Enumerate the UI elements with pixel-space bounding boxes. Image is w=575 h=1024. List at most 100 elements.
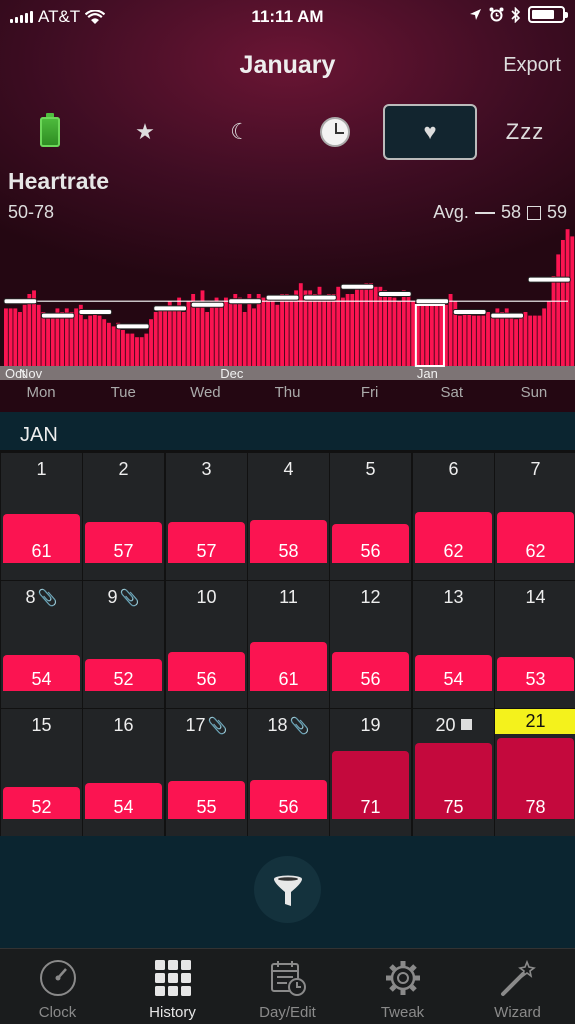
export-button[interactable]: Export [503, 54, 561, 76]
tabbar-day-edit[interactable]: Day/Edit [230, 949, 345, 1024]
day-value: 56 [196, 669, 217, 689]
calendar-day-cell[interactable]: 9 📎 52 [83, 581, 164, 708]
tab-clock[interactable] [288, 104, 382, 160]
chart-bar [387, 294, 392, 366]
chart-bar [83, 319, 88, 366]
chart-bar [542, 308, 547, 366]
calendar-day-cell[interactable]: 21 78 [495, 709, 575, 836]
funnel-icon [273, 875, 302, 906]
tabbar-clock[interactable]: Clock [0, 949, 115, 1024]
chart-bar [308, 290, 313, 366]
wifi-icon [85, 9, 106, 24]
chart-bar [504, 308, 509, 366]
chart-bar [378, 286, 383, 366]
weekday-label: Mon [26, 384, 56, 401]
day-number-text: 4 [283, 459, 294, 479]
chart-bar [476, 315, 481, 366]
day-value: 61 [278, 669, 299, 689]
chart-bar [546, 301, 551, 366]
tab-zzz[interactable]: Zzz [478, 104, 572, 160]
month-marker-label: Dec [220, 366, 244, 381]
chart-bar [270, 297, 275, 366]
calendar-day-cell[interactable]: 15 52 [1, 709, 82, 836]
chart-bar [350, 294, 355, 366]
weekly-average-marker [40, 312, 75, 319]
tab-battery[interactable] [3, 104, 97, 160]
chart-bar [415, 301, 420, 366]
calendar-day-cell[interactable]: 1 61 [1, 453, 82, 580]
chart-bar [317, 286, 322, 366]
calendar-day-cell[interactable]: 12 56 [330, 581, 411, 708]
day-number-text: 11 [279, 587, 298, 607]
day-number: 12 [330, 587, 411, 608]
chart-bar [88, 315, 93, 366]
tabbar-history[interactable]: History [115, 949, 230, 1024]
chart-bar [139, 337, 144, 366]
tabbar-label: Tweak [380, 1004, 425, 1021]
tabbar-label: Wizard [494, 1004, 541, 1021]
tabbar-tweak[interactable]: Tweak [345, 949, 460, 1024]
avg-line-icon [474, 211, 495, 214]
tab-moon[interactable]: ☾ [193, 104, 287, 160]
calendar-day-cell[interactable]: 17 📎 55 [166, 709, 247, 836]
calendar-day-cell[interactable]: 19 71 [330, 709, 411, 836]
calendar-day-cell[interactable]: 14 53 [495, 581, 575, 708]
calendar-day-cell[interactable]: 6 62 [413, 453, 494, 580]
tab-heart[interactable]: ♥ [383, 104, 477, 160]
day-number: 7 [495, 459, 575, 480]
day-number: 3 [166, 459, 247, 480]
chart-bar [275, 304, 280, 366]
calendar-day-bar [85, 659, 162, 691]
calendar-day-cell[interactable]: 13 54 [413, 581, 494, 708]
calendar-day-cell[interactable]: 8 📎 54 [1, 581, 82, 708]
chart-bar [266, 297, 270, 366]
calendar-day-cell[interactable]: 4 58 [248, 453, 329, 580]
chart-bar [32, 290, 36, 366]
chart-bar [18, 312, 22, 366]
chart-bar [195, 301, 200, 366]
calendar-day-cell[interactable]: 20 75 [413, 709, 494, 836]
day-number-text: 9 [107, 587, 118, 607]
calendar-day-bar [497, 657, 574, 691]
chart-bar [8, 308, 13, 366]
day-number: 18 📎 [248, 715, 329, 736]
calendar-day-cell[interactable]: 3 57 [166, 453, 247, 580]
chart-average: Avg. 58 59 [433, 202, 567, 223]
day-value: 71 [360, 797, 381, 817]
chart-bar [359, 286, 364, 366]
chart-bar [392, 297, 397, 366]
selected-week-box [414, 304, 445, 367]
tabbar-wizard[interactable]: Wizard [460, 949, 575, 1024]
filter-button[interactable] [254, 856, 321, 923]
chart-bar [331, 294, 336, 366]
calendar-day-cell[interactable]: 7 62 [495, 453, 575, 580]
tab-star[interactable]: ★ [98, 104, 192, 160]
day-value: 56 [278, 797, 299, 817]
chart-bar [186, 301, 191, 366]
calendar-day-cell[interactable]: 10 56 [166, 581, 247, 708]
tabbar-label: Clock [38, 1004, 77, 1021]
calendar-day-cell[interactable]: 2 57 [83, 453, 164, 580]
chart-bar [130, 333, 135, 366]
paperclip-icon: 📎 [37, 590, 58, 607]
today-day-number: 21 [495, 709, 575, 734]
weekly-average-marker [527, 276, 571, 283]
chart-bar [111, 326, 116, 366]
calendar-day-cell[interactable]: 18 📎 56 [248, 709, 329, 836]
weekday-label: Sat [440, 384, 464, 401]
moon-icon: ☾ [230, 119, 250, 144]
calendar-day-cell[interactable]: 11 61 [248, 581, 329, 708]
chart-bar [50, 315, 55, 366]
day-number-text: 16 [113, 715, 134, 735]
gear-icon [385, 961, 420, 995]
day-number: 2 [83, 459, 164, 480]
calendar-day-cell[interactable]: 16 54 [83, 709, 164, 836]
calendar-day-cell[interactable]: 5 56 [330, 453, 411, 580]
chart-bar [205, 312, 210, 366]
day-number-text: 10 [196, 587, 217, 607]
chart-bar [191, 294, 196, 366]
weekly-average-marker [452, 309, 487, 315]
calendar-day-bar [168, 522, 245, 563]
chart-bar [298, 283, 303, 366]
